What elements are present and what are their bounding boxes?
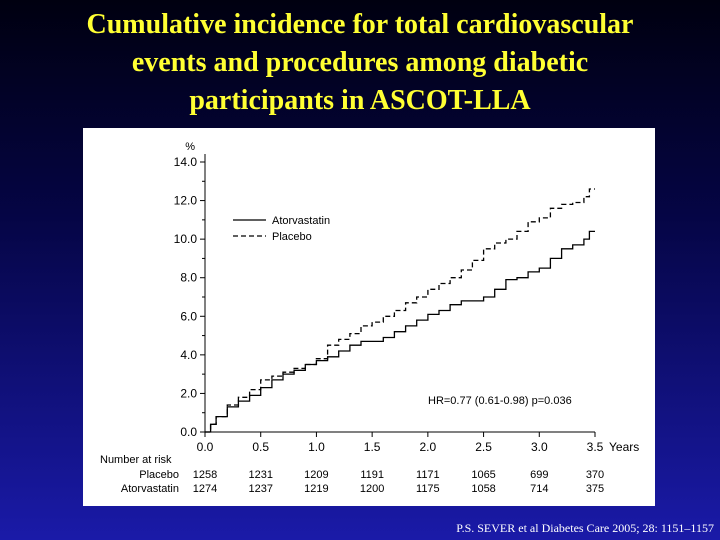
x-tick-label: 0.5 [252, 440, 269, 454]
risk-cell: 1219 [304, 483, 328, 495]
y-tick-label: 8.0 [180, 271, 197, 285]
slide-title: Cumulative incidence for total cardiovas… [0, 6, 720, 120]
risk-cell: 714 [530, 483, 548, 495]
x-tick-label: 3.0 [531, 440, 548, 454]
y-tick-label: 6.0 [180, 309, 197, 323]
risk-cell: 375 [586, 483, 604, 495]
y-tick-label: 4.0 [180, 348, 197, 362]
risk-row-name: Placebo [139, 469, 179, 481]
x-tick-label: 1.5 [364, 440, 381, 454]
risk-cell: 1200 [360, 483, 384, 495]
risk-cell: 370 [586, 469, 604, 481]
risk-cell: 1258 [193, 469, 217, 481]
title-line-1: Cumulative incidence for total cardiovas… [86, 9, 634, 40]
risk-cell: 1175 [416, 483, 440, 495]
risk-cell: 1191 [360, 469, 384, 481]
x-axis-label: Years [609, 440, 639, 454]
risk-cell: 1274 [193, 483, 217, 495]
citation: P.S. SEVER et al Diabetes Care 2005; 28:… [456, 521, 714, 535]
y-tick-label: 0.0 [180, 425, 197, 439]
y-tick-label: 12.0 [174, 194, 198, 208]
series-line-placebo [205, 188, 595, 433]
risk-cell: 1171 [416, 469, 440, 481]
x-tick-label: 1.0 [308, 440, 325, 454]
x-tick-label: 2.5 [475, 440, 492, 454]
title-line-3: participants in ASCOT-LLA [189, 85, 531, 116]
chart-panel: 0.0 2.0 4.0 6.0 8.0 10.0 12.0 14.0% 0.0 0.5 1.0 1.5… [83, 128, 655, 506]
risk-cell: 1231 [248, 469, 272, 481]
x-tick-label: 2.0 [420, 440, 437, 454]
legend-label: Atorvastatin [272, 215, 330, 227]
risk-cell: 1237 [248, 483, 272, 495]
y-tick-label: 10.0 [174, 232, 198, 246]
x-tick-label: 3.5 [587, 440, 604, 454]
hazard-ratio-annotation: HR=0.77 (0.61-0.98) p=0.036 [428, 395, 572, 407]
y-tick-label: 14.0 [174, 155, 198, 169]
title-line-2: events and procedures among diabetic [131, 47, 589, 78]
risk-cell: 699 [530, 469, 548, 481]
x-tick-label: 0.0 [197, 440, 214, 454]
risk-row-name: Atorvastatin [121, 483, 179, 495]
incidence-chart: 0.0 2.0 4.0 6.0 8.0 10.0 12.0 14.0% 0.0 0.5 1.0 1.5… [100, 141, 639, 495]
risk-cell: 1058 [471, 483, 495, 495]
risk-table-label: Number at risk [100, 454, 172, 466]
y-axis-label: % [185, 141, 195, 153]
y-tick-label: 2.0 [180, 386, 197, 400]
risk-cell: 1065 [471, 469, 495, 481]
legend-label: Placebo [272, 231, 312, 243]
risk-cell: 1209 [304, 469, 328, 481]
